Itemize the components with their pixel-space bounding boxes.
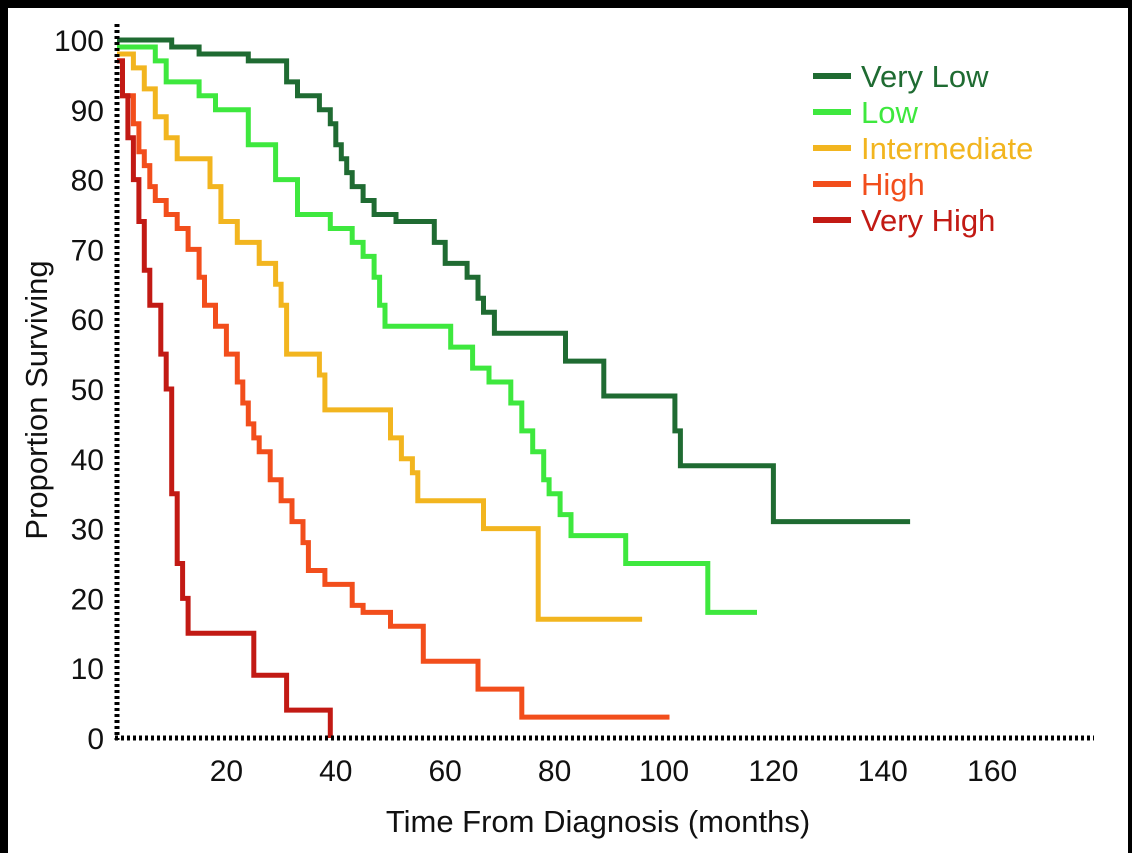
y-tick-label-0: 0 — [87, 723, 104, 756]
y-tick-label-100: 100 — [54, 25, 104, 58]
x-tick-label-60: 60 — [429, 755, 462, 788]
axis-layer — [114, 24, 1094, 741]
legend-label-high: High — [861, 167, 925, 202]
x-tick-label-80: 80 — [538, 755, 571, 788]
y-axis-title: Proportion Surviving — [19, 260, 54, 539]
x-tick-label-160: 160 — [967, 755, 1017, 788]
y-tick-label-40: 40 — [71, 444, 104, 477]
legend-label-very-high: Very High — [861, 203, 995, 238]
y-tick-label-50: 50 — [71, 374, 104, 407]
x-tick-label-140: 140 — [858, 755, 908, 788]
series-line-intermediate — [117, 51, 643, 622]
series-line-very-low — [117, 37, 911, 525]
series-line-very-high — [117, 58, 333, 738]
y-tick-label-80: 80 — [71, 165, 104, 198]
x-tick-label-100: 100 — [639, 755, 689, 788]
series-layer — [117, 37, 911, 738]
x-axis-title: Time From Diagnosis (months) — [386, 804, 810, 839]
x-tick-label-120: 120 — [748, 755, 798, 788]
legend-label-low: Low — [861, 95, 918, 130]
y-tick-label-30: 30 — [71, 514, 104, 547]
y-tick-label-90: 90 — [71, 95, 104, 128]
x-tick-label-40: 40 — [319, 755, 352, 788]
y-tick-label-70: 70 — [71, 234, 104, 267]
x-tick-label-20: 20 — [210, 755, 243, 788]
legend-label-intermediate: Intermediate — [861, 131, 1033, 166]
y-tick-label-60: 60 — [71, 304, 104, 337]
series-line-low — [117, 44, 757, 615]
series-line-high — [117, 58, 670, 720]
y-tick-label-10: 10 — [71, 653, 104, 686]
tick-labels: 0 10 20 30 40 50 60 70 80 90 100 20 40 60 80 100 120 140 1… — [54, 25, 1017, 788]
y-tick-label-20: 20 — [71, 583, 104, 616]
legend-label-very-low: Very Low — [861, 59, 989, 94]
